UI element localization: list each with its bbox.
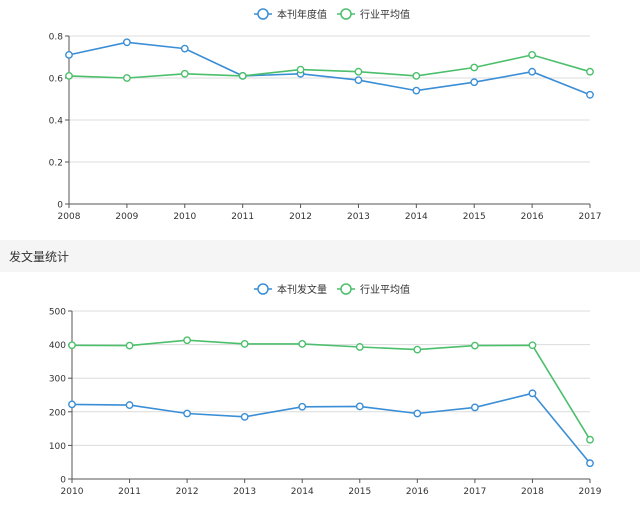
x-tick-label: 2017 [579,212,602,222]
data-point[interactable] [68,400,76,409]
data-point[interactable] [586,435,594,444]
legend-item[interactable]: 行业平均值 [337,283,410,296]
y-tick-label: 0.2 [49,159,63,169]
y-tick-label: 0 [57,201,63,211]
x-tick-label: 2013 [233,487,256,497]
x-tick-label: 2016 [521,212,544,222]
data-point[interactable] [183,336,192,345]
legend-item[interactable]: 本刊发文量 [254,283,327,296]
y-tick-label: 0.6 [49,75,64,85]
chart-annual-value: 本刊年度值 行业平均值 0 0.2 0.4 0.6 0.8 2008 2009 2010 2011 2… [0,0,640,238]
data-point[interactable] [586,67,594,76]
series-line [71,339,591,441]
legend-marker [340,283,352,295]
x-tick-label: 2011 [118,487,141,497]
data-point[interactable] [240,412,249,421]
data-point[interactable] [296,65,305,74]
legend-marker [257,8,269,20]
data-point[interactable] [240,340,249,348]
x-tick-label: 2012 [289,212,312,222]
series-line [68,41,591,96]
chart-svg: 本刊发文量 行业平均值 0 100 200 300 400 500 2010 2011 2012 20… [49,283,602,497]
data-point[interactable] [65,72,73,80]
data-point[interactable] [355,402,364,411]
chart-publication-count: 本刊发文量 行业平均值 0 100 200 300 400 500 2010 2011 2012 20… [0,272,640,507]
x-tick-label: 2010 [173,212,196,222]
data-point[interactable] [183,409,192,418]
legend-label: 行业平均值 [360,8,410,21]
y-tick-label: 200 [49,408,66,418]
x-tick-label: 2018 [521,487,544,497]
data-point[interactable] [180,69,189,78]
data-point[interactable] [354,67,363,76]
data-point[interactable] [528,67,537,76]
x-tick-label: 2008 [58,212,81,222]
x-tick-label: 2016 [406,487,429,497]
data-point[interactable] [354,76,363,85]
section-header: 发文量统计 [0,240,640,272]
legend[interactable]: 本刊发文量 行业平均值 [254,283,410,296]
data-point[interactable] [470,403,479,412]
legend-label: 行业平均值 [360,283,410,296]
legend-label: 本刊年度值 [277,8,327,21]
y-tick-label: 300 [49,375,66,385]
x-tick-label: 2017 [463,487,486,497]
y-tick-label: 400 [49,341,66,351]
y-tick-label: 0.4 [49,117,64,127]
data-point[interactable] [125,401,134,409]
data-point[interactable] [586,90,594,99]
data-point[interactable] [528,51,537,59]
data-point[interactable] [180,44,189,53]
x-tick-label: 2012 [176,487,199,497]
data-point[interactable] [413,409,422,418]
y-tick-label: 500 [49,308,66,318]
chart-svg: 本刊年度值 行业平均值 0 0.2 0.4 0.6 0.8 2008 2009 2010 2011 2… [49,8,602,222]
legend-marker [257,283,269,295]
legend-item[interactable]: 行业平均值 [337,8,410,21]
data-point[interactable] [298,340,307,348]
data-point[interactable] [412,72,421,80]
legend-label: 本刊发文量 [277,283,327,296]
legend-item[interactable]: 本刊年度值 [254,8,327,21]
x-tick-label: 2013 [347,212,370,222]
y-tick-label: 100 [49,442,66,452]
data-point[interactable] [65,51,73,59]
y-tick-label: 0 [60,476,66,486]
data-point[interactable] [238,72,247,80]
x-tick-label: 2014 [291,487,314,497]
x-tick-label: 2009 [115,212,138,222]
series-line [71,392,591,464]
data-point[interactable] [68,341,76,350]
data-point[interactable] [528,389,537,398]
data-point[interactable] [412,86,421,95]
data-point[interactable] [355,343,364,351]
data-point[interactable] [470,63,479,72]
data-point[interactable] [298,402,307,411]
section-title: 发文量统计 [9,250,70,264]
x-tick-label: 2015 [463,212,486,222]
data-point[interactable] [413,345,422,354]
legend-marker [340,8,352,20]
data-point[interactable] [122,74,131,82]
data-point[interactable] [470,78,479,87]
legend[interactable]: 本刊年度值 行业平均值 [254,8,410,21]
x-tick-label: 2010 [61,487,84,497]
x-tick-label: 2011 [231,212,254,222]
series-line [68,54,591,79]
data-point[interactable] [528,341,537,350]
data-point[interactable] [122,38,131,47]
x-tick-label: 2015 [348,487,371,497]
data-point[interactable] [586,459,594,468]
x-tick-label: 2019 [579,487,602,497]
data-point[interactable] [470,341,479,350]
y-tick-label: 0.8 [49,33,64,43]
x-tick-label: 2014 [405,212,428,222]
data-point[interactable] [125,341,134,350]
